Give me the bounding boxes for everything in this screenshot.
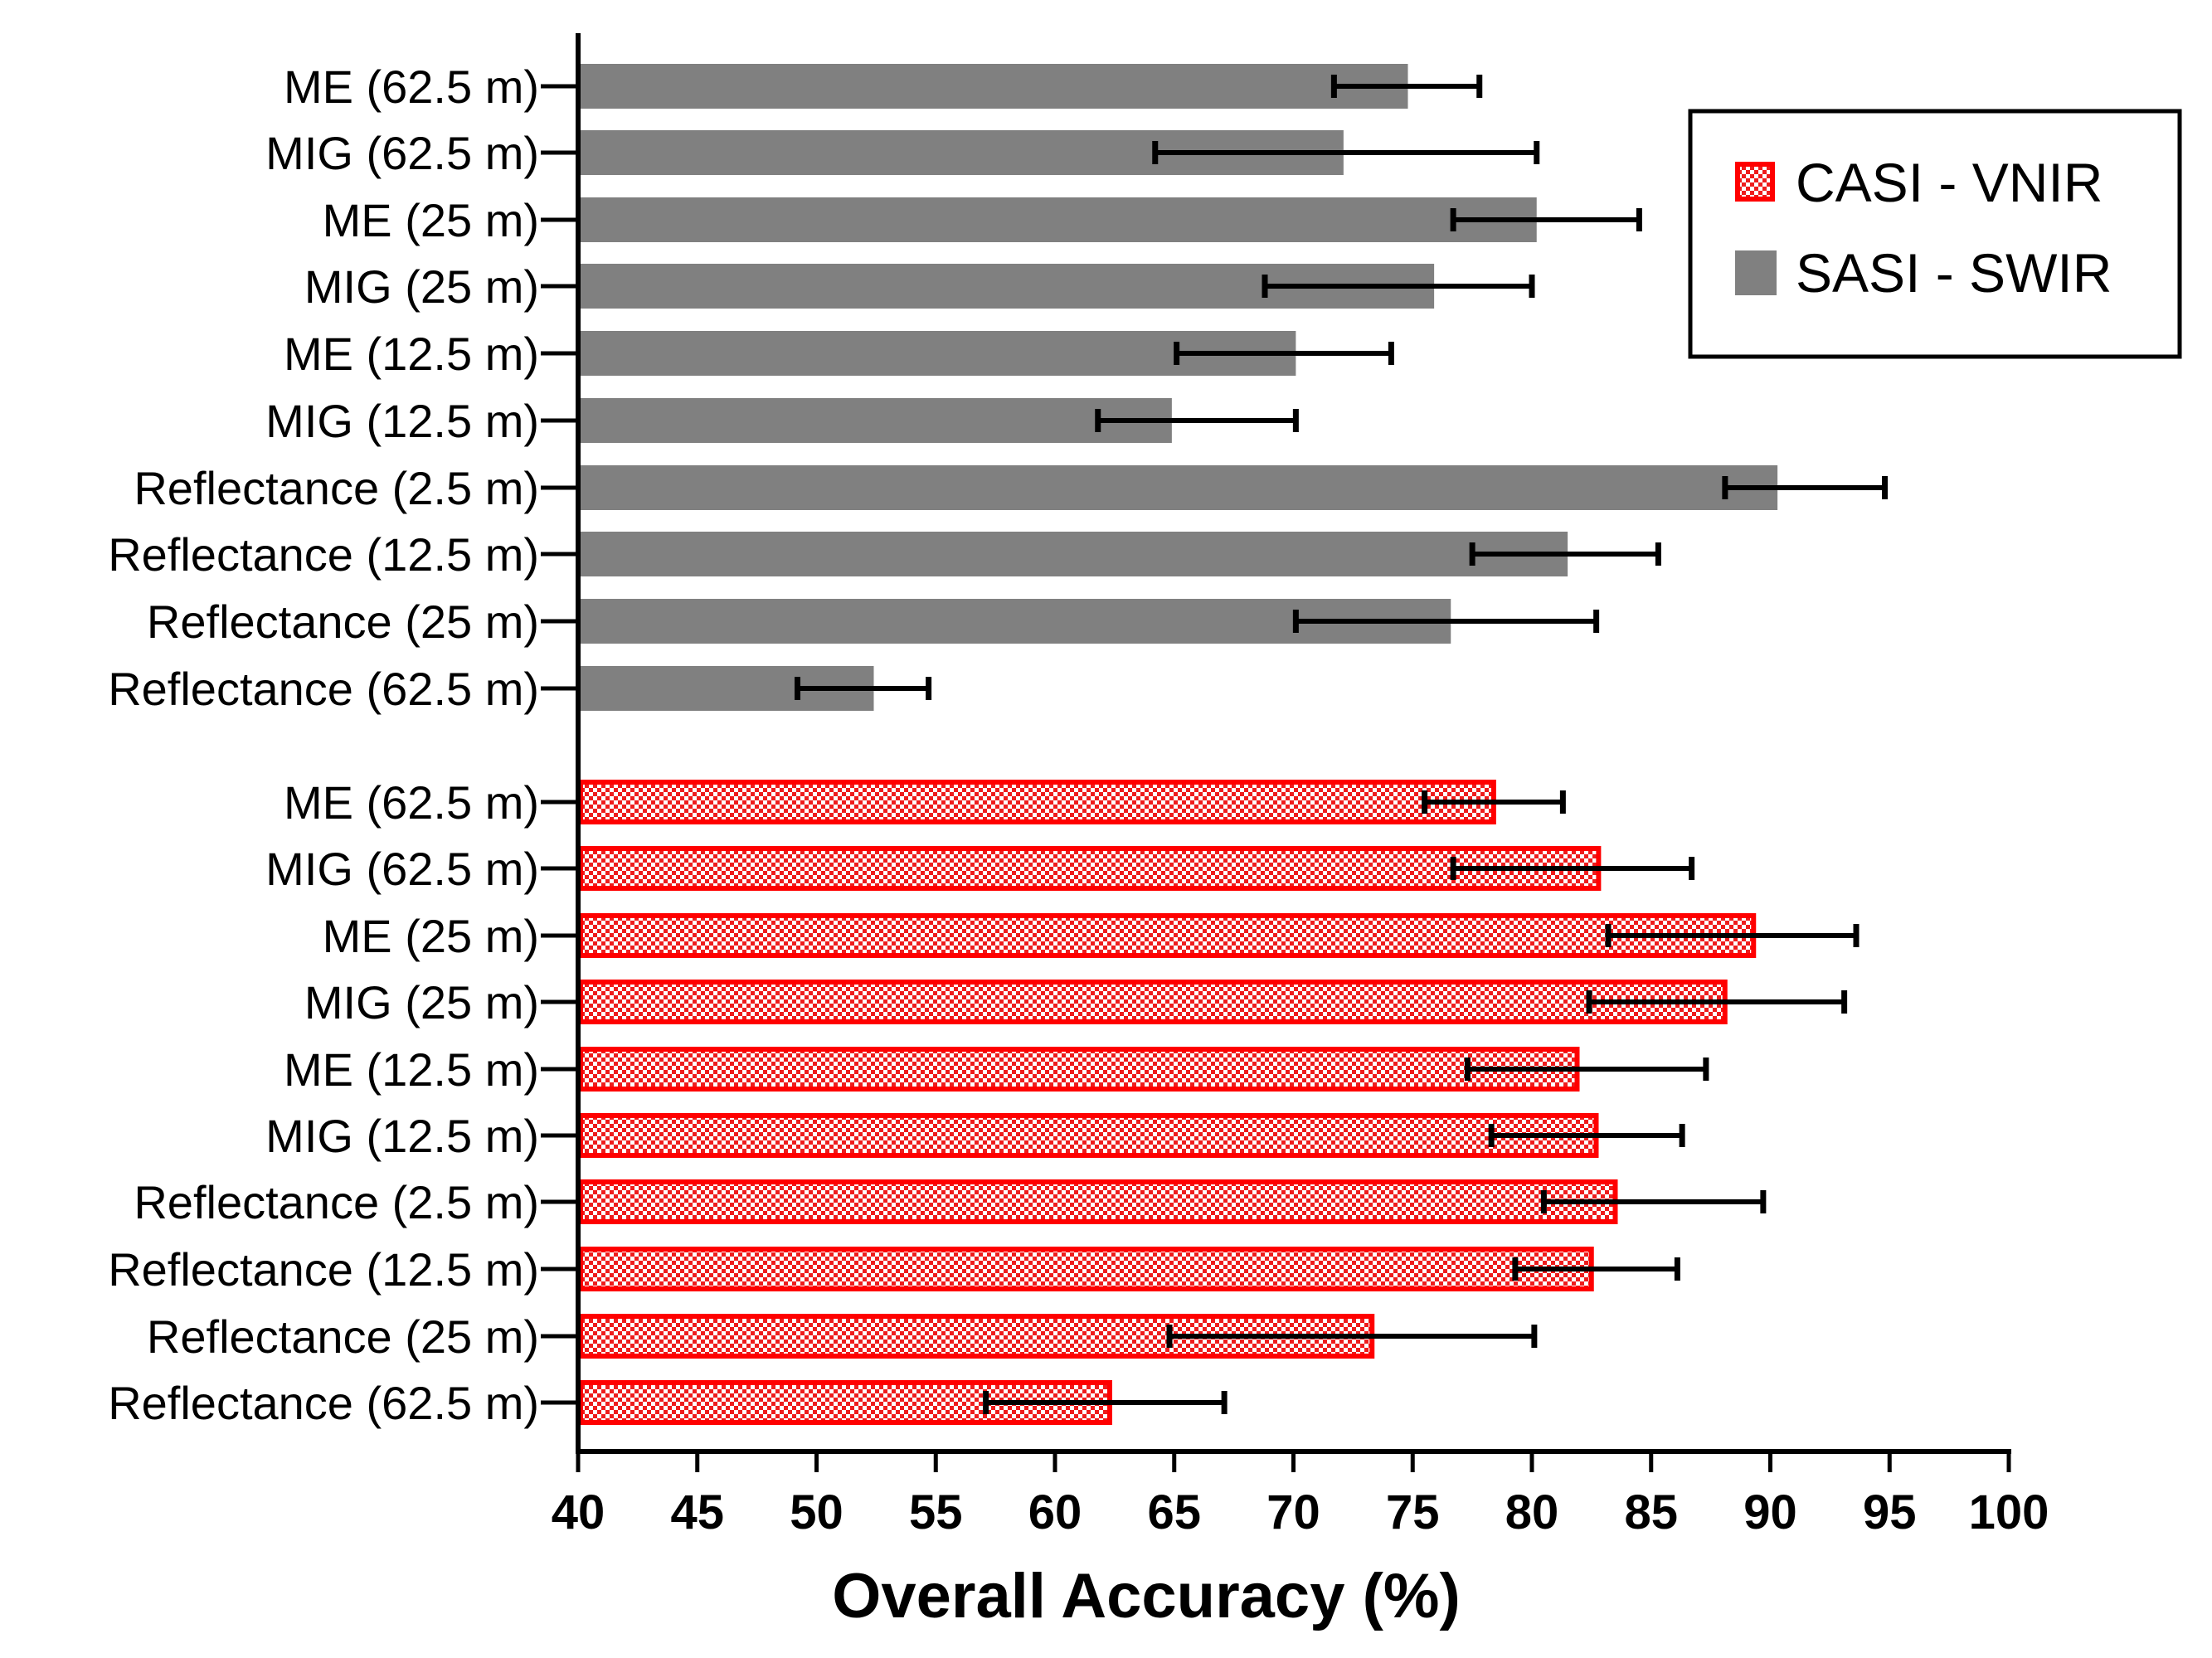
- category-label: MIG (25 m): [304, 976, 539, 1028]
- legend: CASI - VNIR SASI - SWIR: [1688, 109, 2182, 359]
- legend-label-casi: CASI - VNIR: [1796, 152, 2103, 213]
- x-tick-label: 80: [1505, 1485, 1559, 1539]
- legend-box: [1688, 109, 2182, 359]
- x-axis-title: Overall Accuracy (%): [832, 1561, 1461, 1631]
- category-label: ME (12.5 m): [284, 1043, 539, 1096]
- bar-casi-6: [578, 1179, 1618, 1224]
- category-label: Reflectance (12.5 m): [108, 528, 539, 581]
- error-bar-sasi-7: [1469, 542, 1661, 566]
- x-axis: 40 45 50 55 60 65 70 75 80 85 90 95 100: [541, 33, 2049, 1539]
- error-bar-sasi-0: [1330, 75, 1483, 98]
- bar-casi-0: [578, 780, 1496, 824]
- legend-swatch-casi: [1735, 162, 1775, 202]
- bars-layer: [578, 64, 1778, 1425]
- category-label: MIG (25 m): [304, 260, 539, 313]
- error-bar-casi-8: [1166, 1325, 1538, 1348]
- category-label: Reflectance (25 m): [147, 596, 539, 648]
- error-bar-sasi-9: [795, 677, 932, 700]
- error-bar-casi-1: [1450, 857, 1695, 880]
- error-bar-casi-6: [1540, 1190, 1767, 1213]
- error-bars-layer: [795, 75, 1888, 1414]
- error-bar-casi-0: [1422, 790, 1566, 814]
- error-bar-casi-3: [1586, 990, 1848, 1014]
- category-label: MIG (12.5 m): [265, 395, 539, 447]
- error-bar-casi-9: [983, 1391, 1228, 1414]
- bar-casi-1: [578, 846, 1602, 891]
- x-tick-label: 100: [1969, 1485, 2049, 1539]
- bar-sasi-6: [578, 465, 1778, 510]
- legend-label-sasi: SASI - SWIR: [1796, 242, 2112, 304]
- category-label: Reflectance (2.5 m): [134, 1176, 539, 1228]
- category-label: ME (62.5 m): [284, 776, 539, 829]
- x-tick-label: 65: [1147, 1485, 1201, 1539]
- error-bar-sasi-8: [1292, 610, 1600, 633]
- error-bar-sasi-1: [1152, 141, 1540, 164]
- bar-casi-5: [578, 1113, 1599, 1158]
- category-label: MIG (62.5 m): [265, 127, 539, 179]
- bar-sasi-2: [578, 197, 1537, 242]
- error-bar-sasi-6: [1722, 476, 1888, 499]
- bar-sasi-0: [578, 64, 1408, 109]
- bar-sasi-7: [578, 532, 1568, 576]
- error-bar-sasi-2: [1450, 208, 1642, 231]
- category-label: MIG (62.5 m): [265, 843, 539, 895]
- x-tick-label: 70: [1266, 1485, 1320, 1539]
- category-label: Reflectance (2.5 m): [134, 462, 539, 514]
- x-tick-label: 60: [1028, 1485, 1082, 1539]
- category-label: Reflectance (62.5 m): [108, 1377, 539, 1429]
- error-bar-casi-2: [1605, 924, 1860, 947]
- bar-casi-7: [578, 1247, 1594, 1291]
- error-bar-casi-5: [1488, 1124, 1685, 1147]
- bar-casi-3: [578, 980, 1728, 1024]
- category-label: ME (62.5 m): [284, 61, 539, 113]
- x-tick-label: 55: [909, 1485, 963, 1539]
- category-labels: ME (62.5 m) MIG (62.5 m) ME (25 m) MIG (25 …: [108, 61, 539, 1429]
- error-bar-casi-7: [1512, 1257, 1680, 1281]
- x-tick-label: 75: [1386, 1485, 1440, 1539]
- x-tick-label: 50: [790, 1485, 843, 1539]
- category-label: Reflectance (25 m): [147, 1310, 539, 1363]
- x-tick-label: 40: [552, 1485, 605, 1539]
- x-tick-label: 90: [1743, 1485, 1797, 1539]
- legend-swatch-sasi: [1735, 250, 1777, 295]
- category-label: ME (25 m): [323, 194, 539, 246]
- category-label: Reflectance (12.5 m): [108, 1243, 539, 1296]
- x-tick-label: 45: [670, 1485, 724, 1539]
- bar-casi-2: [578, 913, 1757, 958]
- x-tick-label: 85: [1624, 1485, 1678, 1539]
- category-label: ME (12.5 m): [284, 328, 539, 380]
- category-label: ME (25 m): [323, 910, 539, 962]
- x-tick-label: 95: [1863, 1485, 1917, 1539]
- error-bar-sasi-3: [1262, 275, 1535, 298]
- error-bar-casi-4: [1464, 1058, 1709, 1081]
- bar-casi-4: [578, 1047, 1580, 1092]
- category-label: Reflectance (62.5 m): [108, 663, 539, 715]
- error-bar-sasi-4: [1174, 342, 1394, 365]
- error-bar-sasi-5: [1095, 409, 1299, 432]
- bar-sasi-5: [578, 398, 1172, 443]
- category-label: MIG (12.5 m): [265, 1110, 539, 1162]
